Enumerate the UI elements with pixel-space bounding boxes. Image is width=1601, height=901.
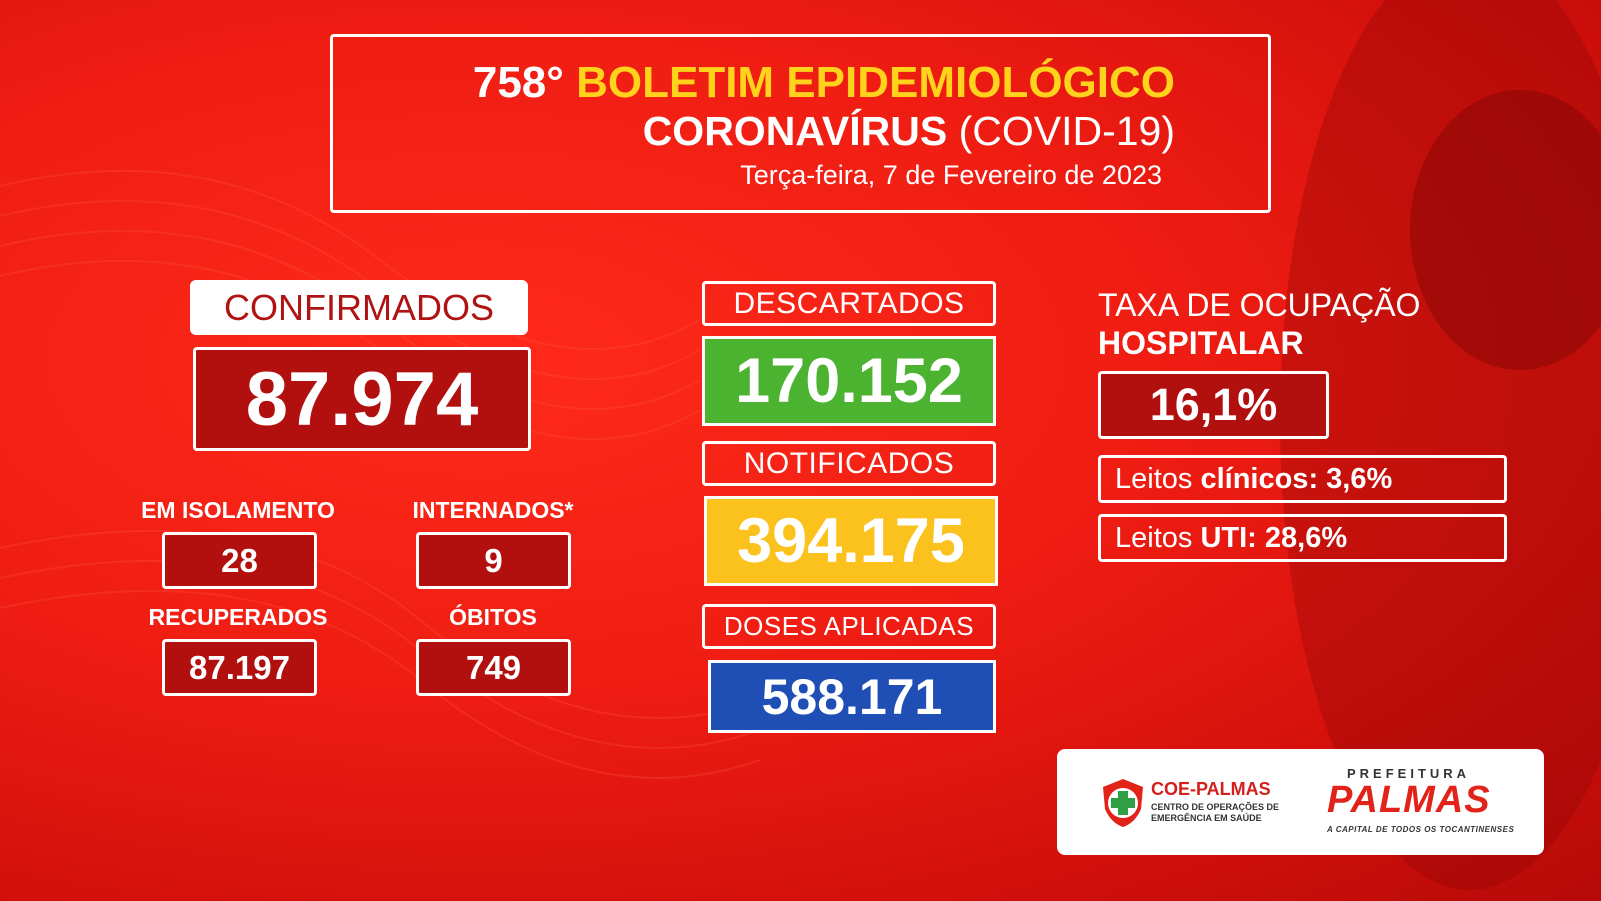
prefeitura-label: PREFEITURA xyxy=(1347,766,1471,781)
palmas-logo-text: PALMAS xyxy=(1327,779,1491,821)
recuperados-value: 87.197 xyxy=(162,639,317,696)
palmas-slogan: A CAPITAL DE TODOS OS TOCANTINENSES xyxy=(1327,825,1515,834)
leitos-uti-value: UTI: 28,6% xyxy=(1200,521,1348,554)
leitos-clinicos-prefix: Leitos xyxy=(1115,462,1201,495)
recuperados-label: RECUPERADOS xyxy=(148,604,328,630)
taxa-title: TAXA DE OCUPAÇÃO HOSPITALAR xyxy=(1098,286,1420,362)
leitos-clinicos-value: clínicos: 3,6% xyxy=(1200,462,1393,495)
coe-shield-icon xyxy=(1103,779,1143,827)
coe-subtitle-line2: EMERGÊNCIA EM SAÚDE xyxy=(1151,813,1262,823)
notificados-label: NOTIFICADOS xyxy=(702,441,996,486)
subtitle-bold: CORONAVÍRUS xyxy=(642,108,948,154)
confirmados-value-box: 87.974 xyxy=(193,347,531,451)
notificados-value: 394.175 xyxy=(704,496,998,586)
obitos-label: ÓBITOS xyxy=(449,604,537,630)
bulletin-date: Terça-feira, 7 de Fevereiro de 2023 xyxy=(740,160,1162,190)
descartados-label: DESCARTADOS xyxy=(702,281,996,326)
leitos-uti-prefix: Leitos xyxy=(1115,521,1201,554)
confirmados-value: 87.974 xyxy=(245,356,479,442)
isolamento-value: 28 xyxy=(162,532,317,589)
confirmados-label: CONFIRMADOS xyxy=(190,280,528,335)
taxa-title-line2: HOSPITALAR xyxy=(1098,325,1304,361)
doses-value: 588.171 xyxy=(708,660,996,733)
edition-number: 758° xyxy=(472,58,564,107)
coe-subtitle: CENTRO DE OPERAÇÕES DE EMERGÊNCIA EM SAÚ… xyxy=(1151,802,1279,824)
subtitle-light: (COVID-19) xyxy=(958,108,1175,154)
coe-name: COE-PALMAS xyxy=(1151,779,1271,799)
bulletin-title: BOLETIM EPIDEMIOLÓGICO xyxy=(576,58,1175,107)
header-frame xyxy=(330,34,1271,213)
doses-label: DOSES APLICADAS xyxy=(702,604,996,649)
isolamento-label: EM ISOLAMENTO xyxy=(141,497,335,523)
descartados-value: 170.152 xyxy=(702,336,996,426)
taxa-title-line1: TAXA DE OCUPAÇÃO xyxy=(1098,287,1421,323)
obitos-value: 749 xyxy=(416,639,571,696)
leitos-uti: Leitos UTI: 28,6% xyxy=(1098,514,1507,562)
logo-card: COE-PALMAS CENTRO DE OPERAÇÕES DE EMERGÊ… xyxy=(1057,749,1544,855)
leitos-clinicos: Leitos clínicos: 3,6% xyxy=(1098,455,1507,503)
internados-label: INTERNADOS* xyxy=(412,497,574,523)
internados-value: 9 xyxy=(416,532,571,589)
header-subtitle: CORONAVÍRUS (COVID-19) xyxy=(330,108,1175,155)
header-title-line: 758° BOLETIM EPIDEMIOLÓGICO xyxy=(330,58,1175,108)
taxa-value: 16,1% xyxy=(1098,371,1329,439)
coe-subtitle-line1: CENTRO DE OPERAÇÕES DE xyxy=(1151,802,1280,812)
